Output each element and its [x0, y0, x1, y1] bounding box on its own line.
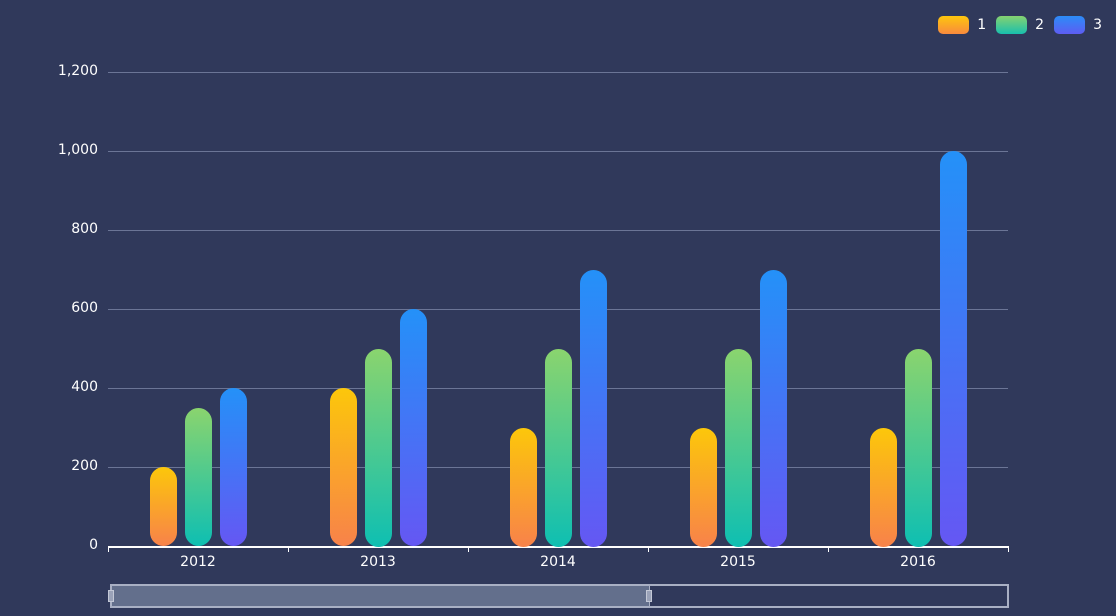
- y-axis-tick-label: 800: [71, 221, 98, 237]
- y-axis-tick-label: 1,000: [57, 142, 98, 158]
- y-axis-tick-label: 1,200: [57, 63, 98, 79]
- legend-swatch-series-1: [938, 16, 970, 34]
- legend-label-series-1: 1: [977, 17, 987, 33]
- bar-2013-series-2[interactable]: [365, 349, 392, 547]
- bar-2016-series-2[interactable]: [905, 349, 932, 547]
- x-axis-tick-mark: [108, 546, 109, 552]
- bar-2014-series-1[interactable]: [510, 428, 537, 547]
- x-axis-tick-label: 2012: [180, 554, 216, 570]
- bar-2013-series-1[interactable]: [330, 388, 357, 546]
- bar-2015-series-1[interactable]: [690, 428, 717, 547]
- x-axis-tick-label: 2014: [540, 554, 576, 570]
- legend-label-series-3: 3: [1093, 17, 1102, 33]
- y-axis-tick-label: 0: [89, 537, 98, 553]
- bar-2016-series-3[interactable]: [940, 151, 967, 546]
- legend-item-series-2[interactable]: 2: [996, 16, 1044, 34]
- bar-2012-series-1[interactable]: [150, 467, 177, 546]
- legend-label-series-2: 2: [1035, 17, 1045, 33]
- x-axis-tick-mark: [648, 546, 649, 552]
- x-axis-tick-mark: [288, 546, 289, 552]
- bar-2015-series-3[interactable]: [760, 270, 787, 547]
- legend-swatch-series-2: [996, 16, 1028, 34]
- gridline: [108, 72, 1008, 73]
- datazoom-selected-range[interactable]: [112, 586, 650, 606]
- gridline: [108, 309, 1008, 310]
- datazoom-slider[interactable]: [108, 584, 1009, 608]
- datazoom-start-handle[interactable]: [108, 590, 114, 602]
- bar-2014-series-3[interactable]: [580, 270, 607, 547]
- x-axis-tick-label: 2013: [360, 554, 396, 570]
- y-axis-tick-label: 400: [71, 379, 98, 395]
- x-axis-tick-mark: [1008, 546, 1009, 552]
- gridline: [108, 230, 1008, 231]
- y-axis-tick-label: 600: [71, 300, 98, 316]
- chart-legend: 1 2 3: [928, 16, 1102, 34]
- legend-item-series-3[interactable]: 3: [1054, 16, 1102, 34]
- bar-2012-series-3[interactable]: [220, 388, 247, 546]
- bar-2014-series-2[interactable]: [545, 349, 572, 547]
- legend-item-series-1[interactable]: 1: [938, 16, 986, 34]
- x-axis-tick-mark: [828, 546, 829, 552]
- bar-2016-series-1[interactable]: [870, 428, 897, 547]
- bar-2013-series-3[interactable]: [400, 309, 427, 546]
- x-axis-tick-label: 2015: [720, 554, 756, 570]
- x-axis-tick-mark: [468, 546, 469, 552]
- x-axis-tick-label: 2016: [900, 554, 936, 570]
- y-axis-tick-label: 200: [71, 458, 98, 474]
- gridline: [108, 151, 1008, 152]
- bar-2012-series-2[interactable]: [185, 408, 212, 546]
- legend-swatch-series-3: [1054, 16, 1086, 34]
- bar-2015-series-2[interactable]: [725, 349, 752, 547]
- datazoom-end-handle[interactable]: [646, 590, 652, 602]
- x-axis-line: [108, 546, 1008, 548]
